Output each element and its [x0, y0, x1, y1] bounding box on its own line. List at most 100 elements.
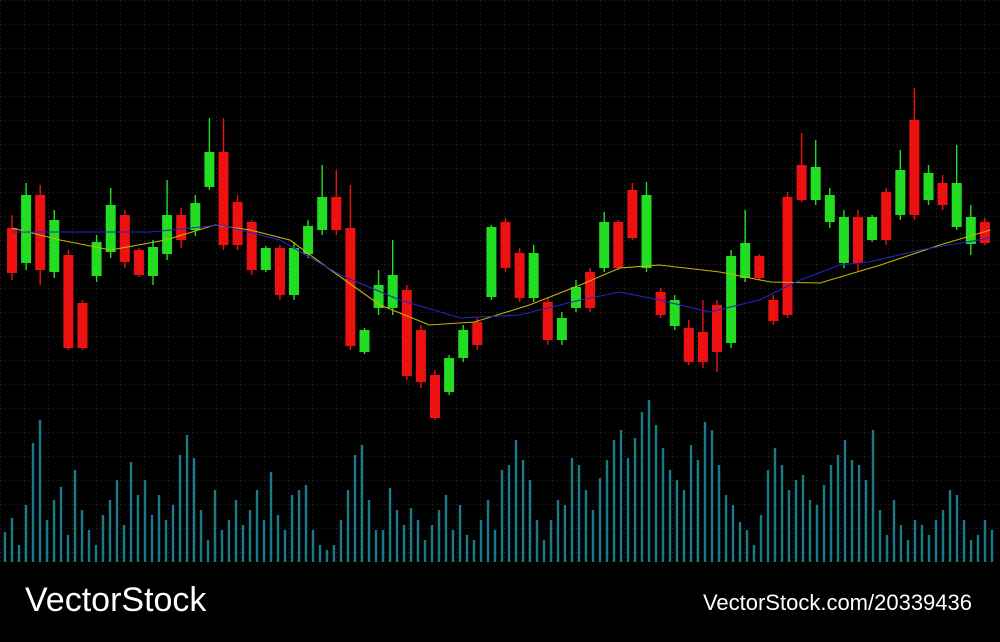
volume-bar	[815, 505, 819, 562]
candle-body	[232, 202, 243, 245]
volume-bar	[759, 515, 763, 562]
candle-body	[655, 292, 666, 315]
volume-bar	[577, 465, 581, 562]
volume-bar	[451, 530, 455, 562]
candle-body	[754, 256, 765, 278]
volume-bar	[283, 530, 287, 562]
plot-area	[3, 88, 994, 562]
candle-body	[162, 215, 173, 254]
candle-body	[373, 285, 384, 308]
volume-bar	[304, 485, 308, 562]
candle-body	[528, 253, 539, 298]
volume-bar	[101, 515, 105, 562]
candle-body	[923, 173, 934, 200]
candle-body	[204, 152, 215, 187]
candle-body	[486, 227, 497, 297]
volume-bar	[339, 520, 343, 562]
volume-bar	[45, 520, 49, 562]
volume-bar	[325, 550, 329, 562]
volume-bar	[500, 470, 504, 562]
volume-bar	[703, 422, 707, 562]
candle-body	[21, 195, 32, 263]
candle-body	[613, 222, 624, 268]
volume-bar	[927, 535, 931, 562]
volume-bar	[38, 420, 42, 562]
candle-body	[105, 205, 116, 252]
volume-bar	[17, 545, 21, 562]
candle-body	[331, 197, 342, 230]
volume-bar	[535, 520, 539, 562]
volume-bar	[892, 500, 896, 562]
candle-body	[556, 318, 567, 340]
volume-bar	[738, 522, 742, 562]
candle-body	[133, 250, 144, 275]
volume-bar	[430, 525, 434, 562]
candle-body	[472, 322, 483, 345]
volume-bar	[864, 480, 868, 562]
candle-body	[190, 203, 201, 230]
volume-bar	[227, 520, 231, 562]
volume-bar	[549, 520, 553, 562]
volume-bar	[164, 520, 168, 562]
volume-bar	[241, 525, 245, 562]
volume-bar	[619, 430, 623, 562]
volume-bar	[248, 510, 252, 562]
volume-bar	[976, 535, 980, 562]
volume-bar	[983, 520, 987, 562]
candle-body	[514, 253, 525, 298]
volume-bar	[3, 532, 7, 562]
candle-body	[345, 228, 356, 346]
volume-bar	[395, 510, 399, 562]
volume-bar	[948, 490, 952, 562]
volume-bar	[129, 462, 133, 562]
candle-body	[387, 275, 398, 308]
candle-body	[965, 217, 976, 244]
volume-bar	[185, 435, 189, 562]
volume-bar	[871, 430, 875, 562]
candle-body	[782, 197, 793, 315]
candle-body	[444, 358, 455, 392]
candle-body	[458, 330, 469, 358]
volume-bar	[668, 470, 672, 562]
candle-body	[909, 120, 920, 215]
volume-bar	[269, 472, 273, 562]
volume-bar	[647, 400, 651, 562]
candle-body	[683, 328, 694, 362]
candle-body	[430, 375, 440, 418]
volume-bar	[766, 470, 770, 562]
candle-body	[303, 226, 314, 254]
volume-bar	[416, 520, 420, 562]
volume-bar	[458, 505, 462, 562]
candle-body	[63, 255, 74, 348]
volume-bar	[444, 495, 448, 562]
volume-bar	[696, 460, 700, 562]
candle-body	[274, 248, 285, 295]
volume-bar	[745, 530, 749, 562]
volume-bar	[206, 540, 210, 562]
candle-body	[979, 222, 990, 243]
volume-bar	[626, 458, 630, 562]
candle-body	[246, 222, 257, 270]
volume-bar	[332, 545, 336, 562]
candle-body	[401, 290, 412, 376]
candle-body	[542, 302, 553, 340]
volume-bar	[367, 500, 371, 562]
candle-body	[810, 167, 821, 200]
volume-bar	[87, 530, 91, 562]
volume-bar	[213, 490, 217, 562]
candle-body	[49, 220, 60, 272]
volume-bar	[710, 430, 714, 562]
candle-body	[712, 305, 722, 352]
volume-bar	[843, 440, 847, 562]
volume-bar	[353, 455, 357, 562]
volume-bar	[115, 480, 119, 562]
candle-body	[838, 217, 849, 263]
volume-bar	[598, 478, 602, 562]
candle-body	[77, 303, 88, 348]
candle-body	[881, 192, 892, 240]
volume-bar	[661, 448, 665, 562]
grid-pattern	[0, 0, 1000, 562]
volume-bar	[402, 525, 406, 562]
moving-average	[11, 224, 991, 326]
